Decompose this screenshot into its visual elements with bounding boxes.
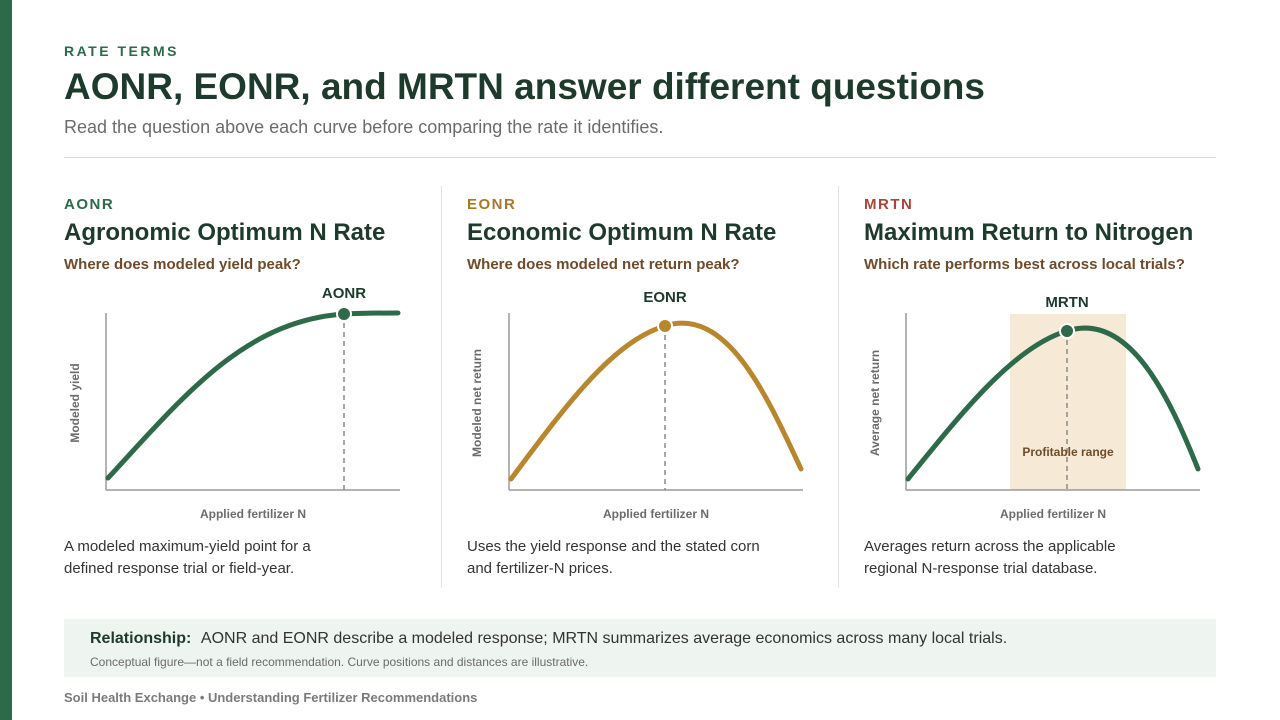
marker-label: AONR <box>322 285 366 302</box>
y-axis-label: Modeled net return <box>470 349 484 457</box>
panel-description: Averages return across the applicable re… <box>864 538 1116 577</box>
column-divider <box>441 186 442 588</box>
aonr-point <box>336 306 352 322</box>
marker-label: EONR <box>643 289 687 306</box>
header-divider <box>64 157 1216 158</box>
panel-question: Which rate performs best across local tr… <box>864 256 1185 273</box>
relationship-note: Relationship: AONR and EONR describe a m… <box>64 619 1216 677</box>
panel-question: Where does modeled net return peak? <box>467 256 740 273</box>
net-return-curve <box>508 320 804 482</box>
footer-credit: Soil Health Exchange • Understanding Fer… <box>64 690 478 705</box>
page-title: AONR, EONR, and MRTN answer different qu… <box>64 66 985 107</box>
panel-tag: EONR <box>467 196 517 213</box>
panel-title: Economic Optimum N Rate <box>467 219 777 246</box>
panel-title: Maximum Return to Nitrogen <box>864 219 1194 246</box>
column-divider <box>838 186 839 588</box>
panel-mrtn: MRTN Maximum Return to Nitrogen Which ra… <box>864 186 1224 586</box>
x-axis-label: Applied fertilizer N <box>1000 507 1106 521</box>
eyebrow: RATE TERMS <box>64 43 179 59</box>
relationship-label: Relationship: <box>90 630 192 647</box>
panel-description: A modeled maximum-yield point for a defi… <box>64 538 311 577</box>
eonr-point <box>657 318 673 334</box>
y-axis-label: Average net return <box>868 350 882 456</box>
x-axis-label: Applied fertilizer N <box>603 507 709 521</box>
marker-label: MRTN <box>1045 294 1088 311</box>
mrtn-point <box>1059 323 1075 339</box>
panel-description: Uses the yield response and the stated c… <box>467 538 760 577</box>
panel-tag: AONR <box>64 196 115 213</box>
panel-tag: MRTN <box>864 196 914 213</box>
disclaimer: Conceptual figure—not a field recommenda… <box>90 655 589 669</box>
aonr-chart: AONR Modeled yield Applied fertilizer N <box>68 285 401 521</box>
panel-eonr: EONR Economic Optimum N Rate Where does … <box>467 186 827 586</box>
panel-title: Agronomic Optimum N Rate <box>64 219 386 246</box>
yield-response-curve <box>105 310 401 481</box>
page-subtitle: Read the question above each curve befor… <box>64 117 664 137</box>
eonr-chart: EONR Modeled net return Applied fertiliz… <box>470 289 804 521</box>
relationship-line: Relationship: AONR and EONR describe a m… <box>90 630 1007 648</box>
panel-aonr: AONR Agronomic Optimum N Rate Where does… <box>64 186 424 586</box>
accent-bar <box>0 0 12 720</box>
range-label: Profitable range <box>1022 445 1114 459</box>
x-axis-label: Applied fertilizer N <box>200 507 306 521</box>
relationship-text: AONR and EONR describe a modeled respons… <box>200 630 1008 647</box>
panel-question: Where does modeled yield peak? <box>64 256 301 273</box>
profitable-range-band <box>1010 314 1126 490</box>
mrtn-chart: MRTN Profitable range Average net return… <box>868 294 1201 521</box>
y-axis-label: Modeled yield <box>68 363 82 442</box>
